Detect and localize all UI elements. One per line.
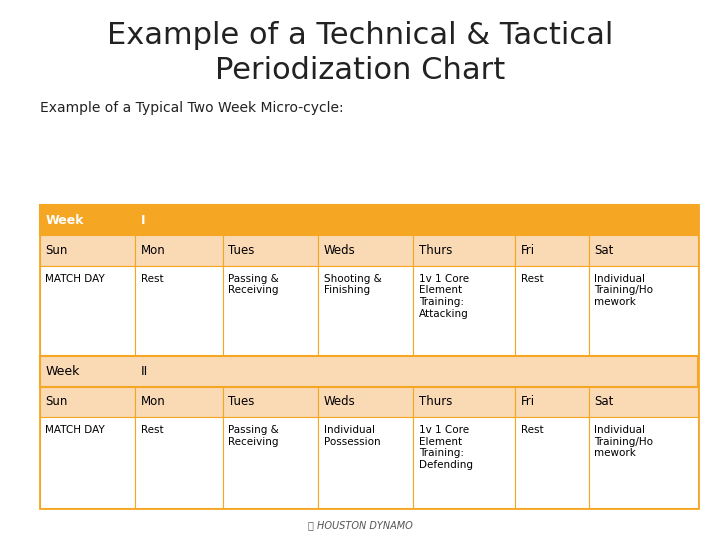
FancyBboxPatch shape	[40, 205, 698, 508]
Text: Fri: Fri	[521, 244, 535, 257]
Text: Passing &
Receiving: Passing & Receiving	[228, 274, 279, 295]
FancyBboxPatch shape	[413, 235, 516, 266]
FancyBboxPatch shape	[40, 266, 135, 356]
FancyBboxPatch shape	[222, 266, 318, 356]
FancyBboxPatch shape	[589, 266, 698, 356]
Text: Example of a Technical & Tactical: Example of a Technical & Tactical	[107, 21, 613, 50]
Text: Individual
Training/Ho
mework: Individual Training/Ho mework	[595, 274, 653, 307]
FancyBboxPatch shape	[413, 387, 516, 417]
FancyBboxPatch shape	[318, 266, 413, 356]
Text: Rest: Rest	[140, 274, 163, 284]
Text: Sun: Sun	[45, 395, 68, 408]
FancyBboxPatch shape	[413, 266, 516, 356]
Text: I: I	[140, 214, 145, 227]
Text: Rest: Rest	[521, 425, 544, 435]
Text: Mon: Mon	[140, 395, 166, 408]
Text: II: II	[140, 365, 148, 378]
Text: Example of a Typical Two Week Micro-cycle:: Example of a Typical Two Week Micro-cycl…	[40, 101, 343, 115]
FancyBboxPatch shape	[40, 387, 135, 417]
FancyBboxPatch shape	[40, 235, 135, 266]
Text: Tues: Tues	[228, 244, 255, 257]
Text: 🏆 HOUSTON DYNAMO: 🏆 HOUSTON DYNAMO	[307, 520, 413, 530]
FancyBboxPatch shape	[318, 387, 413, 417]
FancyBboxPatch shape	[516, 235, 589, 266]
FancyBboxPatch shape	[222, 235, 318, 266]
Text: Fri: Fri	[521, 395, 535, 408]
Text: Shooting &
Finishing: Shooting & Finishing	[323, 274, 382, 295]
Text: MATCH DAY: MATCH DAY	[45, 274, 105, 284]
FancyBboxPatch shape	[222, 417, 318, 508]
Text: Periodization Chart: Periodization Chart	[215, 56, 505, 85]
FancyBboxPatch shape	[222, 387, 318, 417]
FancyBboxPatch shape	[40, 356, 698, 387]
FancyBboxPatch shape	[40, 417, 135, 508]
FancyBboxPatch shape	[135, 387, 222, 417]
Text: 1v 1 Core
Element
Training:
Defending: 1v 1 Core Element Training: Defending	[419, 425, 473, 470]
FancyBboxPatch shape	[40, 205, 698, 235]
Text: Sun: Sun	[45, 244, 68, 257]
Text: Week: Week	[45, 214, 84, 227]
Text: Rest: Rest	[521, 274, 544, 284]
Text: Mon: Mon	[140, 244, 166, 257]
FancyBboxPatch shape	[135, 266, 222, 356]
FancyBboxPatch shape	[589, 235, 698, 266]
Text: Individual
Possession: Individual Possession	[323, 425, 380, 447]
Text: MATCH DAY: MATCH DAY	[45, 425, 105, 435]
FancyBboxPatch shape	[135, 235, 222, 266]
Text: Individual
Training/Ho
mework: Individual Training/Ho mework	[595, 425, 653, 458]
FancyBboxPatch shape	[135, 417, 222, 508]
FancyBboxPatch shape	[516, 266, 589, 356]
Text: Sat: Sat	[595, 244, 613, 257]
Text: Passing &
Receiving: Passing & Receiving	[228, 425, 279, 447]
FancyBboxPatch shape	[589, 417, 698, 508]
Text: 1v 1 Core
Element
Training:
Attacking: 1v 1 Core Element Training: Attacking	[419, 274, 469, 319]
FancyBboxPatch shape	[516, 417, 589, 508]
FancyBboxPatch shape	[516, 387, 589, 417]
FancyBboxPatch shape	[318, 417, 413, 508]
Text: Weds: Weds	[323, 244, 355, 257]
FancyBboxPatch shape	[318, 235, 413, 266]
FancyBboxPatch shape	[413, 417, 516, 508]
Text: Weds: Weds	[323, 395, 355, 408]
Text: Tues: Tues	[228, 395, 255, 408]
Text: Thurs: Thurs	[419, 244, 452, 257]
FancyBboxPatch shape	[589, 387, 698, 417]
Text: Rest: Rest	[140, 425, 163, 435]
Text: Thurs: Thurs	[419, 395, 452, 408]
Text: Sat: Sat	[595, 395, 613, 408]
Text: Week: Week	[45, 365, 80, 378]
